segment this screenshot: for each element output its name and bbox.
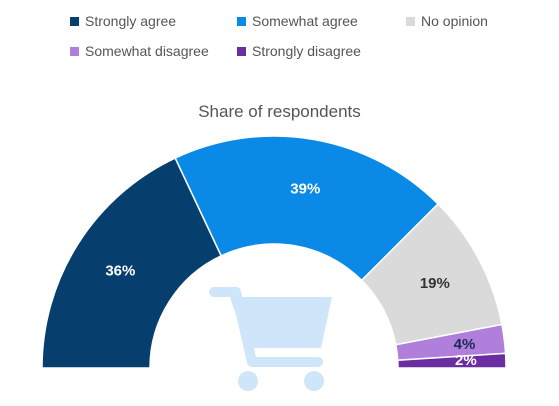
legend-item-strongly-disagree: Strongly disagree — [237, 43, 361, 59]
slice-strongly-agree — [41, 157, 223, 369]
chart-slices — [41, 135, 507, 369]
shopping-cart-icon — [209, 287, 332, 391]
legend-swatch — [237, 46, 246, 56]
data-label: 2% — [455, 352, 477, 369]
legend-item-no-opinion: No opinion — [406, 13, 488, 29]
legend-swatch — [406, 16, 415, 26]
legend-item-somewhat-agree: Somewhat agree — [237, 13, 358, 29]
legend-label: No opinion — [421, 13, 488, 29]
legend-label: Strongly agree — [85, 13, 177, 29]
data-label: 39% — [290, 181, 320, 198]
legend-item-strongly-agree: Strongly agree — [70, 13, 176, 29]
data-label: 36% — [105, 262, 135, 279]
chart-data-labels: 36% 39% 19% 4%2% — [105, 181, 476, 369]
legend-item-somewhat-disagree: Somewhat disagree — [70, 43, 209, 59]
legend-swatch — [237, 16, 246, 26]
data-label: 19% — [420, 275, 450, 292]
legend-swatch — [70, 16, 79, 26]
legend-label: Strongly disagree — [252, 43, 361, 59]
legend-label: Somewhat agree — [252, 13, 358, 29]
legend-swatch — [70, 46, 79, 56]
data-label: 4% — [454, 336, 476, 353]
legend-label: Somewhat disagree — [85, 43, 209, 59]
slice-strongly-disagree — [396, 352, 507, 369]
slice-somewhat-agree — [174, 135, 440, 282]
chart-title: Share of respondents — [198, 102, 361, 121]
